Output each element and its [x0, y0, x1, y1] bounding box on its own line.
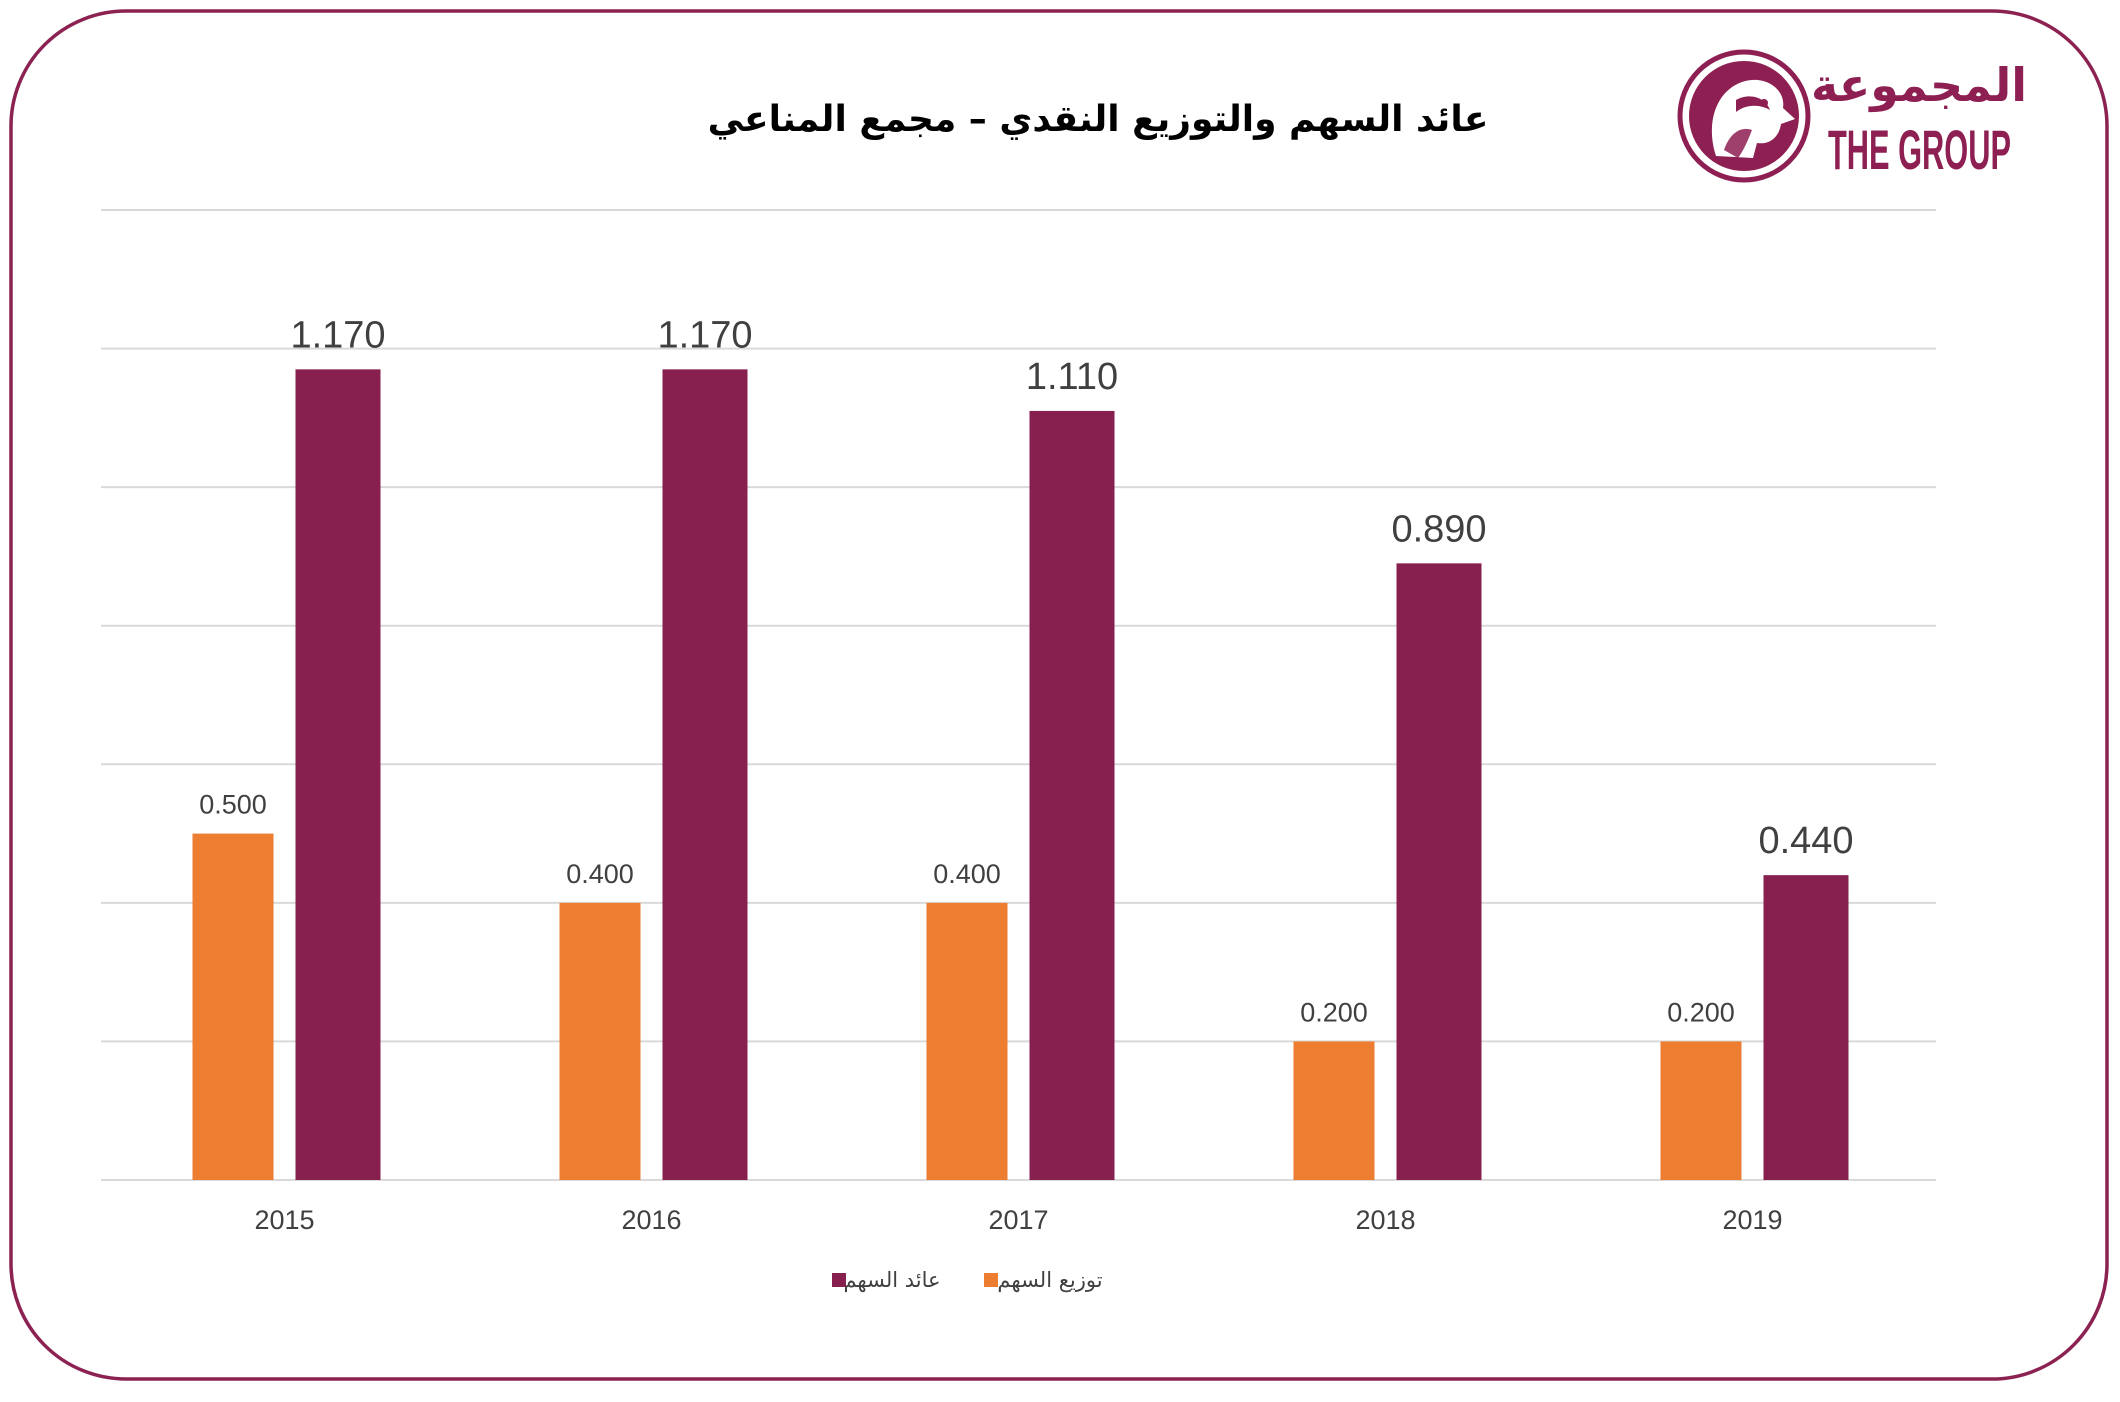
gridlines: [101, 209, 1936, 1181]
bar-series-2-2015: [295, 369, 381, 1180]
bar-series-1-2017: [926, 902, 1008, 1180]
bar-series-2-2017: [1029, 410, 1115, 1180]
legend: توزيع السهم عائد السهم: [832, 1268, 1103, 1293]
data-label: 1.170: [657, 314, 752, 356]
chart-title: عائد السهم والتوزيع النقدي – مجمع المناع…: [708, 99, 1489, 140]
data-labels: 0.500 0.400 0.400 0.200 0.200 1.170 1.170 1.110…: [199, 314, 1853, 1027]
logo-english-wordmark: THE GROUP: [1828, 118, 2011, 181]
legend-label: توزيع السهم: [997, 1268, 1102, 1293]
falcon-head-emblem-icon: [1677, 49, 1811, 183]
bar-series-2-2018: [1396, 563, 1482, 1180]
bar-series-1-2019: [1660, 1041, 1742, 1180]
logo-arabic-wordmark: المجموعة: [1811, 58, 2027, 112]
x-tick-label: 2019: [1722, 1205, 1782, 1235]
legend-swatch: [832, 1273, 846, 1287]
x-axis-tick-labels: 2015 2016 2017 2018 2019: [254, 1205, 1782, 1235]
x-tick-label: 2017: [988, 1205, 1048, 1235]
data-label: 1.170: [290, 314, 385, 356]
data-label: 0.890: [1391, 508, 1486, 550]
data-label: 0.440: [1758, 820, 1853, 862]
bar-series-1-2015: [192, 833, 274, 1180]
data-label: 0.200: [1300, 997, 1368, 1027]
legend-label: عائد السهم: [843, 1268, 940, 1293]
legend-item-series-2: عائد السهم: [832, 1268, 941, 1293]
data-label: 0.400: [933, 859, 1001, 889]
bar-series-2-2016: [662, 369, 748, 1180]
company-logo: المجموعة THE GROUP: [1677, 49, 2027, 183]
bar-series-2-2019: [1763, 875, 1849, 1180]
data-label: 0.400: [566, 859, 634, 889]
bars: [192, 369, 1849, 1180]
x-tick-label: 2018: [1355, 1205, 1415, 1235]
data-label: 1.110: [1026, 356, 1118, 398]
legend-item-series-1: توزيع السهم: [984, 1268, 1103, 1293]
x-tick-label: 2016: [621, 1205, 681, 1235]
bar-series-1-2018: [1293, 1041, 1375, 1180]
x-tick-label: 2015: [254, 1205, 314, 1235]
legend-swatch: [984, 1273, 998, 1287]
bar-series-1-2016: [559, 902, 641, 1180]
data-label: 0.200: [1667, 997, 1735, 1027]
data-label: 0.500: [199, 790, 267, 820]
